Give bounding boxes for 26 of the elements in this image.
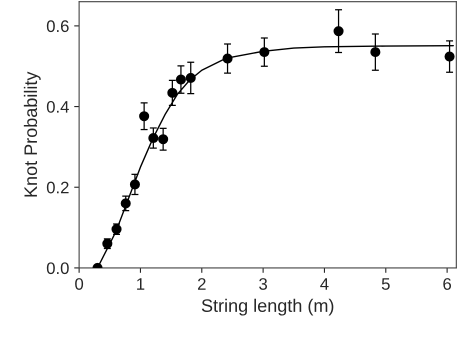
point: [139, 111, 150, 122]
x-tick-label: 0: [75, 278, 84, 290]
point: [130, 179, 140, 190]
point: [334, 26, 344, 36]
x-tick-label: 4: [320, 278, 329, 290]
point: [259, 47, 270, 58]
point: [222, 54, 233, 64]
y-tick-label: 0.6: [46, 20, 69, 32]
y-tick-label: 0.4: [46, 100, 69, 113]
x-axis-title: String length (m): [202, 298, 334, 316]
x-tick-label: 6: [443, 278, 452, 290]
point: [186, 72, 196, 83]
x-tick-label: 2: [198, 278, 206, 290]
y-axis-title: Knot Probability: [24, 72, 41, 197]
x-tick-label: 1: [137, 278, 144, 290]
x-tick-label: 3: [259, 278, 268, 290]
point: [176, 74, 186, 85]
y-tick-label: 0.0: [46, 262, 69, 274]
x-tick-label: 5: [382, 278, 390, 290]
point: [120, 198, 131, 208]
y-tick-label: 0.2: [46, 182, 69, 194]
point: [148, 132, 158, 144]
point: [444, 52, 455, 62]
point: [167, 88, 178, 98]
point: [370, 47, 380, 58]
point: [158, 134, 168, 144]
